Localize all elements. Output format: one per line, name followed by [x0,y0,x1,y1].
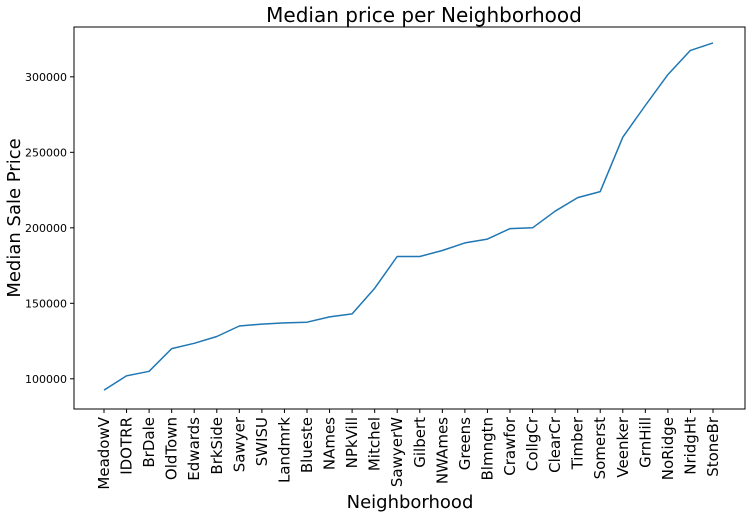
series-line [103,42,714,391]
x-axis-label: Neighborhood [347,492,474,513]
x-tick-label: Somerst [591,417,609,480]
x-tick-label: NoRidge [659,417,677,480]
x-tick-label: Sawyer [230,416,248,472]
chart-title: Median price per Neighborhood [266,3,582,27]
y-axis-label: Median Sale Price [4,138,25,297]
x-tick-label: NWAmes [433,417,451,484]
x-tick-label: CollgCr [524,416,542,471]
x-tick-label: Mitchel [366,417,384,471]
x-tick-label: ClearCr [546,416,564,473]
x-tick-label: Veenker [614,416,632,477]
plot-area: 100000 150000 200000 250000 300000 MeadowV IDO… [25,26,746,490]
x-tick-label: IDOTRR [118,417,136,475]
x-tick-label: MeadowV [95,416,113,489]
x-tick-label: OldTown [163,417,181,480]
x-tick-label: BrDale [140,417,158,468]
x-tick-label: SWISU [253,417,271,466]
x-tick-label: Timber [569,416,587,470]
x-tick-label: Blueste [298,417,316,473]
x-tick-label: NAmes [321,417,339,470]
x-tick-label: NridgHt [681,417,699,475]
y-tick-label: 200000 [25,222,67,235]
x-tick-label: Blmngtn [478,417,496,481]
x-tick-label: SawyerW [388,417,406,487]
plot-frame [73,26,746,410]
x-tick-label: NPkVill [343,417,361,468]
x-tick-label: Gilbert [411,417,429,468]
x-tick-label: GrnHill [636,417,654,468]
y-tick-label: 300000 [25,71,67,84]
y-tick-label: 150000 [25,297,67,310]
x-tick-label: BrkSide [208,417,226,475]
x-tick-label: Landmrk [275,417,293,483]
y-tick-label: 100000 [25,373,67,386]
x-tick-label: Edwards [185,417,203,481]
x-tick-label: Crawfor [501,416,519,476]
y-tick-label: 250000 [25,146,67,159]
x-tick-label: StoneBr [704,416,722,477]
x-tick-label: Greens [456,417,474,470]
